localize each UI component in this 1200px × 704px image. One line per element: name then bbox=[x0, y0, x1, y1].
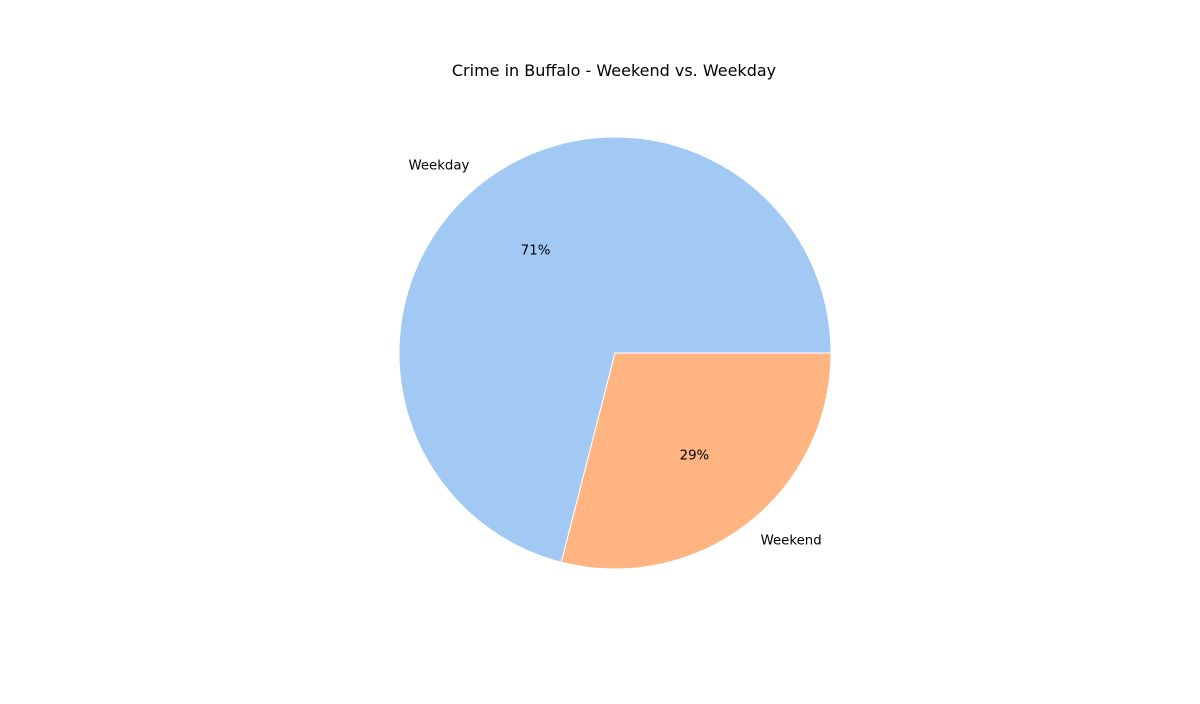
pie-slice-weekday bbox=[398, 136, 832, 563]
pie-slices bbox=[398, 136, 832, 570]
slice-label-weekend: Weekend bbox=[761, 534, 822, 549]
slice-value-weekend: 29% bbox=[680, 448, 710, 463]
pie-slice-weekend bbox=[560, 352, 832, 570]
pie-labels: Weekday 71% Weekend 29% bbox=[408, 158, 821, 548]
slice-label-weekday: Weekday bbox=[408, 158, 469, 173]
slice-value-weekday: 71% bbox=[521, 244, 551, 259]
chart-title: Crime in Buffalo - Weekend vs. Weekday bbox=[452, 61, 776, 80]
